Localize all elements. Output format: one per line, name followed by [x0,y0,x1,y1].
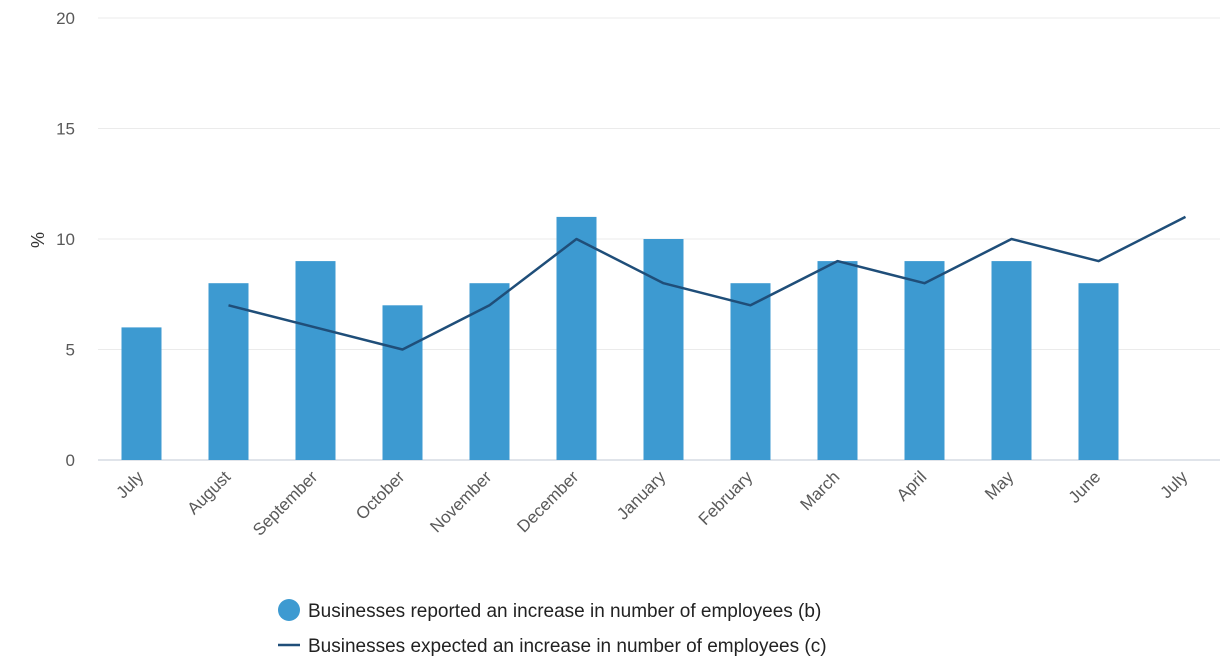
x-tick-label: November [426,467,495,536]
y-tick-label: 5 [66,341,75,360]
bar [904,261,945,460]
x-tick-label: February [695,467,757,529]
legend-label: Businesses reported an increase in numbe… [308,601,821,622]
bar [295,261,336,460]
bar [121,327,162,460]
bar [991,261,1032,460]
x-tick-label: October [352,467,408,523]
x-tick-label: January [613,467,670,524]
legend-marker-bar [278,599,300,621]
x-tick-label: July [113,467,148,502]
y-axis: 0 5 10 15 20 [56,9,75,470]
y-tick-label: 20 [56,9,75,28]
bar [208,283,249,460]
series-line [228,215,1187,351]
bar-series [121,216,1119,460]
x-tick-label: April [893,467,930,504]
x-tick-label: September [249,467,321,539]
y-tick-label: 15 [56,120,75,139]
x-tick-label: June [1065,467,1105,507]
bar [556,216,597,460]
bar [382,305,423,460]
bar [643,239,684,460]
bar [817,261,858,460]
x-tick-label: March [796,467,843,514]
x-axis: July August September October November Decemb… [113,467,1192,540]
x-tick-label: December [513,467,582,536]
line-series [228,215,1187,351]
y-tick-label: 10 [56,230,75,249]
bar [1078,283,1119,460]
x-tick-label: May [981,467,1017,503]
bar [730,283,771,460]
y-axis-label: % [27,232,47,248]
y-tick-label: 0 [66,451,75,470]
legend-label: Businesses expected an increase in numbe… [308,636,827,657]
x-tick-label: August [183,467,234,518]
legend: Businesses reported an increase in numbe… [278,599,827,657]
x-tick-label: July [1157,467,1192,502]
bar [469,283,510,460]
